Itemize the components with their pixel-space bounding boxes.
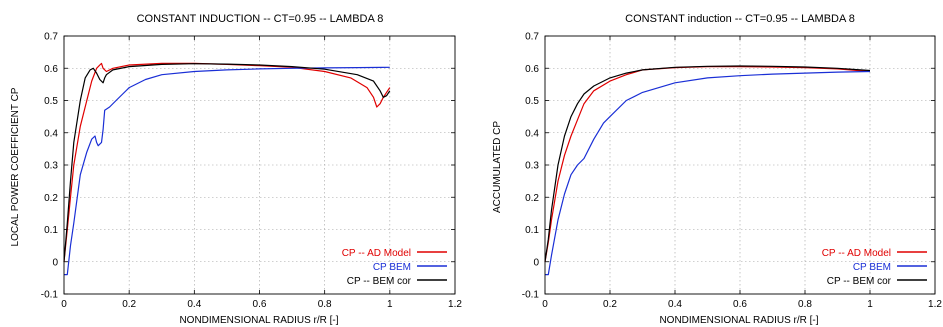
y-tick-label: 0 — [533, 257, 539, 268]
y-tick-label: -0.1 — [41, 290, 59, 301]
y-tick-label: 0.5 — [44, 96, 58, 107]
series-line-2 — [64, 66, 390, 276]
gridlines — [64, 36, 455, 294]
legend: CP -- AD Model CP BEM CP -- BEM cor — [342, 248, 447, 287]
y-tick-label: -0.1 — [522, 290, 540, 301]
chart-title: CONSTANT induction -- CT=0.95 -- LAMBDA … — [625, 13, 855, 25]
legend-label-1: CP -- AD Model — [342, 248, 411, 259]
x-tick-label: 0.4 — [187, 299, 201, 310]
y-tick-label: 0.5 — [525, 96, 539, 107]
legend-label-3: CP -- BEM cor — [827, 276, 892, 287]
plot-frame — [544, 35, 936, 295]
x-axis-label: NONDIMENSIONAL RADIUS r/R [-] — [179, 315, 338, 326]
chart-title: CONSTANT INDUCTION -- CT=0.95 -- LAMBDA … — [137, 13, 384, 25]
series-line-3 — [544, 65, 871, 262]
x-tick-label: 0.6 — [733, 299, 747, 310]
legend-label-2: CP BEM — [373, 262, 411, 273]
series-line-1 — [544, 66, 871, 262]
y-axis-label: LOCAL POWER COEFFICIENT CP — [10, 87, 21, 246]
series-line-3 — [63, 63, 391, 262]
x-tick-label: 0.8 — [798, 299, 812, 310]
y-axis-label: ACCUMULATED CP — [492, 121, 503, 213]
plot-frame — [63, 35, 456, 295]
y-tick-label: 0.1 — [525, 225, 539, 236]
chart-accumulated-cp: CONSTANT induction -- CT=0.95 -- LAMBDA … — [492, 13, 942, 326]
y-tick-label: 0.3 — [525, 161, 539, 172]
x-tick-label: 1.2 — [448, 299, 462, 310]
series-line-1 — [63, 62, 391, 262]
y-tick-label: 0.3 — [44, 161, 58, 172]
legend: CP -- AD Model CP BEM CP -- BEM cor — [822, 248, 927, 287]
y-tick-label: 0.4 — [525, 128, 539, 139]
y-tick-label: 0.4 — [44, 128, 58, 139]
x-tick-label: 0.6 — [253, 299, 267, 310]
legend-label-1: CP -- AD Model — [822, 248, 891, 259]
x-tick-label: 0.2 — [603, 299, 617, 310]
x-tick-label: 0 — [61, 299, 67, 310]
y-tick-label: 0.1 — [44, 225, 58, 236]
chart-local-power-coefficient: CONSTANT INDUCTION -- CT=0.95 -- LAMBDA … — [10, 13, 462, 326]
x-tick-label: 1 — [867, 299, 873, 310]
x-tick-label: 0 — [542, 299, 548, 310]
y-tick-label: 0.6 — [525, 64, 539, 75]
legend-label-3: CP -- BEM cor — [347, 276, 412, 287]
x-tick-label: 0.8 — [318, 299, 332, 310]
y-tick-label: 0.2 — [44, 193, 58, 204]
y-tick-label: 0 — [52, 257, 58, 268]
y-tick-label: 0.7 — [44, 32, 58, 43]
legend-label-2: CP BEM — [853, 262, 891, 273]
x-tick-label: 1 — [387, 299, 393, 310]
gridlines — [545, 36, 935, 294]
series-line-2 — [545, 70, 871, 276]
x-tick-label: 1.2 — [928, 299, 942, 310]
x-tick-label: 0.2 — [122, 299, 136, 310]
y-tick-label: 0.2 — [525, 193, 539, 204]
y-tick-label: 0.6 — [44, 64, 58, 75]
x-axis-label: NONDIMENSIONAL RADIUS r/R [-] — [659, 315, 818, 326]
y-tick-label: 0.7 — [525, 32, 539, 43]
x-tick-label: 0.4 — [668, 299, 682, 310]
